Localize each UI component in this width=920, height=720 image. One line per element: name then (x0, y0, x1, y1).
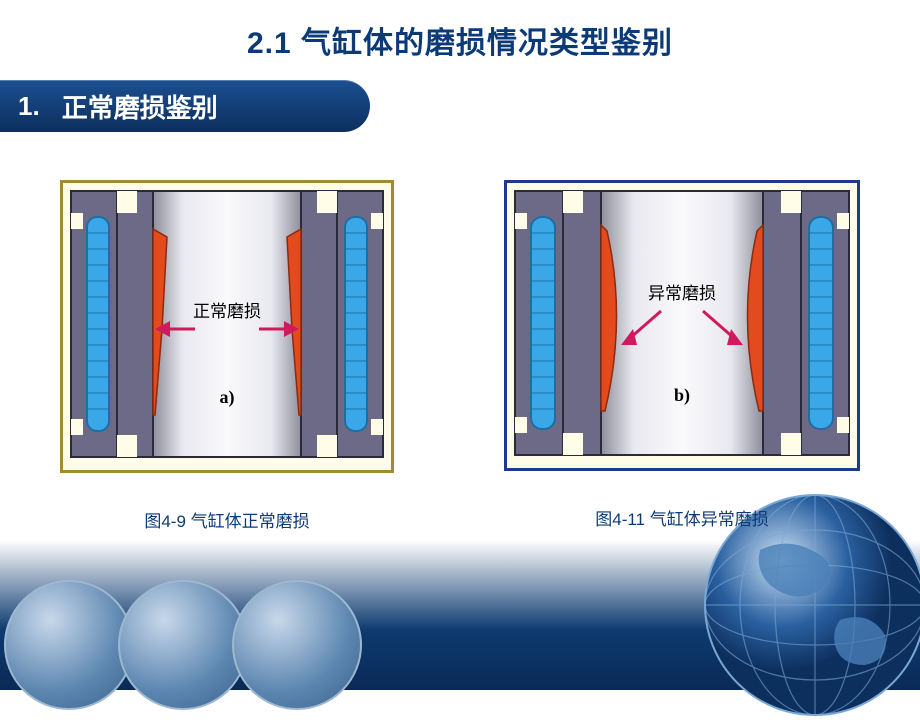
figure-left-frame: 正常磨损 a) (60, 180, 394, 473)
footer-circle-1 (4, 580, 134, 710)
figure-right-caption: 图4-11 气缸体异常磨损 (595, 505, 769, 530)
figure-left: 正常磨损 a) 图4-9 气缸体正常磨损 (60, 180, 394, 532)
sub-label-a: a) (220, 387, 235, 408)
cylinder-bore (601, 191, 763, 455)
figure-left-caption: 图4-9 气缸体正常磨损 (144, 507, 309, 532)
figure-right: 异常磨损 b) 图4-11 气缸体异常磨损 (504, 180, 860, 532)
cylinder-bore (153, 191, 301, 457)
figure-left-diagram: 正常磨损 a) (69, 189, 385, 459)
figures-row: 正常磨损 a) 图4-9 气缸体正常磨损 (0, 132, 920, 532)
outer-block-left (71, 191, 117, 457)
figure-right-diagram: 异常磨损 b) (513, 189, 851, 457)
footer-circle-3 (232, 580, 362, 710)
liner-wall-left (117, 191, 153, 457)
liner-wall-left (563, 191, 601, 455)
outer-block-left (515, 191, 563, 455)
section-label: 正常磨损鉴别 (62, 88, 218, 125)
annotation-label-right: 异常磨损 (648, 284, 716, 303)
section-header-bar: 1. 正常磨损鉴别 (0, 80, 370, 132)
liner-wall-right (763, 191, 801, 455)
annotation-label-left: 正常磨损 (193, 302, 261, 321)
figure-right-frame: 异常磨损 b) (504, 180, 860, 471)
outer-block-right (337, 191, 383, 457)
sub-label-b: b) (674, 385, 690, 406)
outer-block-right (801, 191, 849, 455)
section-number: 1. (18, 91, 40, 122)
slide-title: 2.1 气缸体的磨损情况类型鉴别 (0, 0, 920, 62)
liner-wall-right (301, 191, 337, 457)
footer-circle-2 (118, 580, 248, 710)
